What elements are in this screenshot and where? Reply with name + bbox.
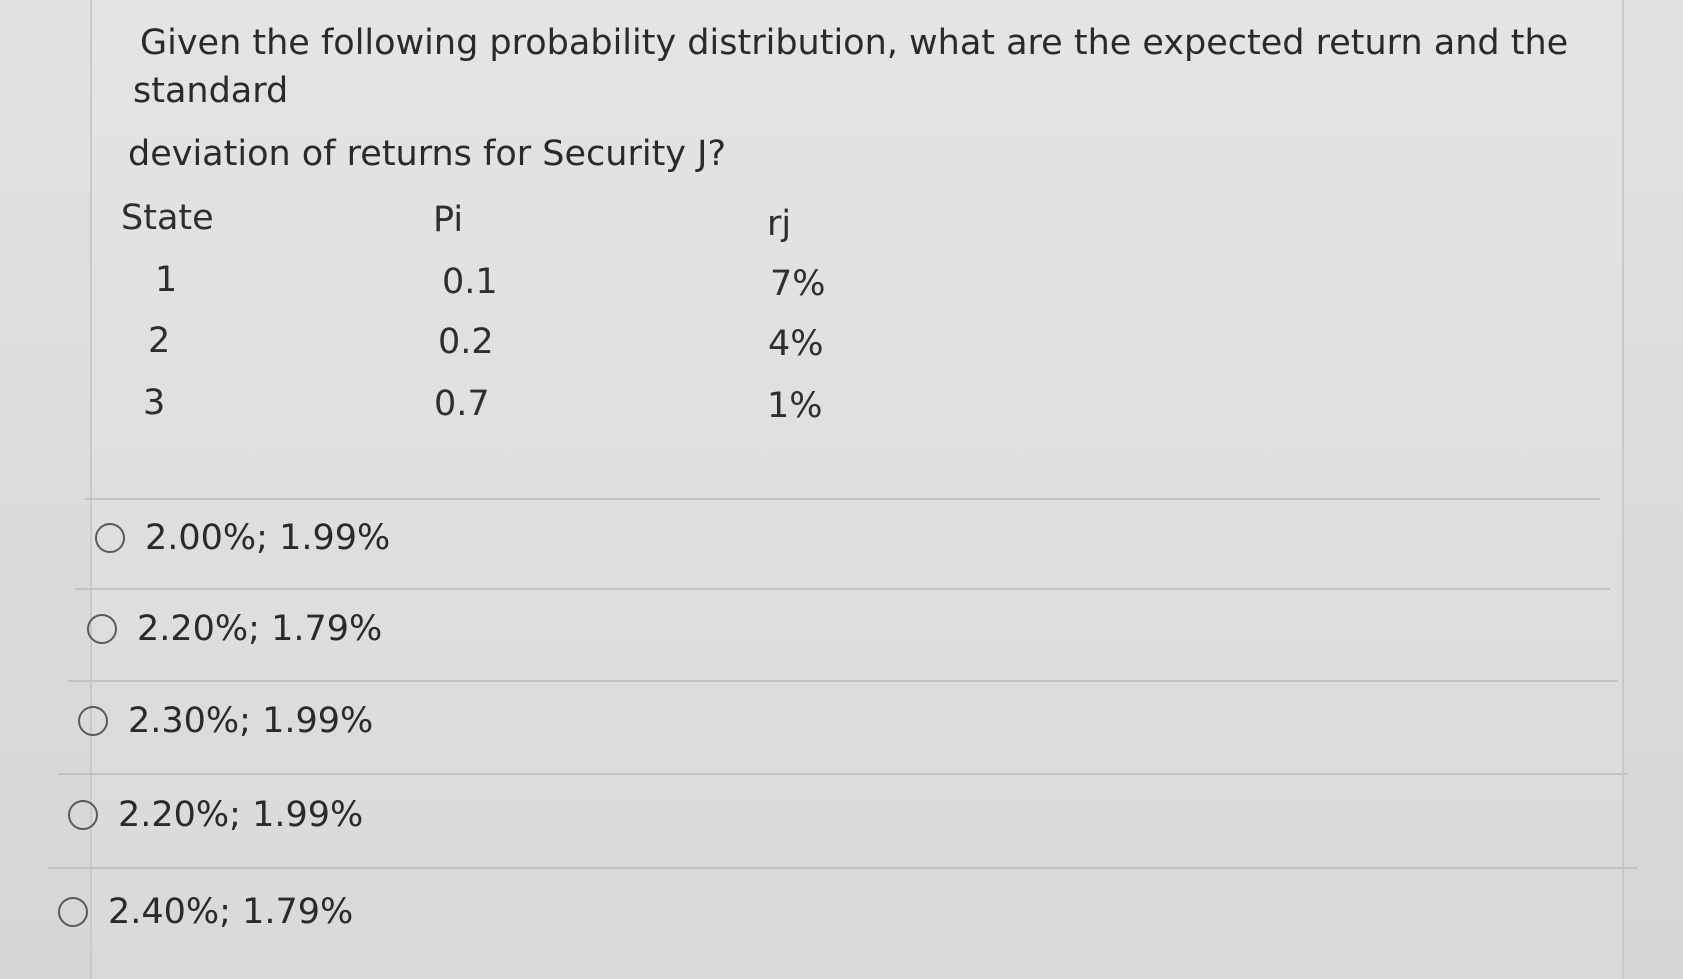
radio-button-icon[interactable]: [87, 614, 117, 644]
divider: [48, 867, 1638, 869]
table-cell-rj-3: 1%: [767, 386, 823, 426]
answer-option-label: 2.20%; 1.99%: [118, 795, 364, 835]
answer-option-label: 2.40%; 1.79%: [108, 892, 354, 932]
radio-button-icon[interactable]: [78, 706, 108, 736]
table-cell-pi-3: 0.7: [434, 384, 490, 424]
question-card: [90, 0, 1624, 979]
answer-option-label: 2.20%; 1.79%: [137, 609, 383, 649]
divider: [85, 498, 1600, 500]
table-cell-rj-2: 4%: [768, 324, 824, 364]
table-cell-pi-1: 0.1: [442, 262, 498, 302]
table-cell-pi-2: 0.2: [438, 322, 494, 362]
answer-option-label: 2.30%; 1.99%: [128, 701, 374, 741]
answer-option-3[interactable]: 2.30%; 1.99%: [78, 701, 373, 741]
answer-option-2[interactable]: 2.20%; 1.79%: [87, 609, 382, 649]
question-text-line-2: standard: [133, 71, 289, 111]
answer-option-5[interactable]: 2.40%; 1.79%: [58, 892, 353, 932]
divider: [75, 588, 1610, 590]
answer-option-label: 2.00%; 1.99%: [145, 518, 391, 558]
question-text-line-3: deviation of returns for Security J?: [128, 134, 727, 174]
radio-button-icon[interactable]: [68, 800, 98, 830]
table-header-rj: rj: [767, 204, 792, 244]
divider: [68, 680, 1618, 682]
table-cell-rj-1: 7%: [770, 264, 826, 304]
table-header-pi: Pi: [433, 200, 464, 240]
question-text-line-1: Given the following probability distribu…: [140, 23, 1569, 63]
answer-option-4[interactable]: 2.20%; 1.99%: [68, 795, 363, 835]
radio-button-icon[interactable]: [95, 523, 125, 553]
table-cell-state-2: 2: [148, 321, 171, 361]
radio-button-icon[interactable]: [58, 897, 88, 927]
table-header-state: State: [121, 198, 214, 238]
answer-option-1[interactable]: 2.00%; 1.99%: [95, 518, 390, 558]
table-cell-state-1: 1: [155, 260, 178, 300]
divider: [58, 773, 1628, 775]
table-cell-state-3: 3: [143, 383, 166, 423]
